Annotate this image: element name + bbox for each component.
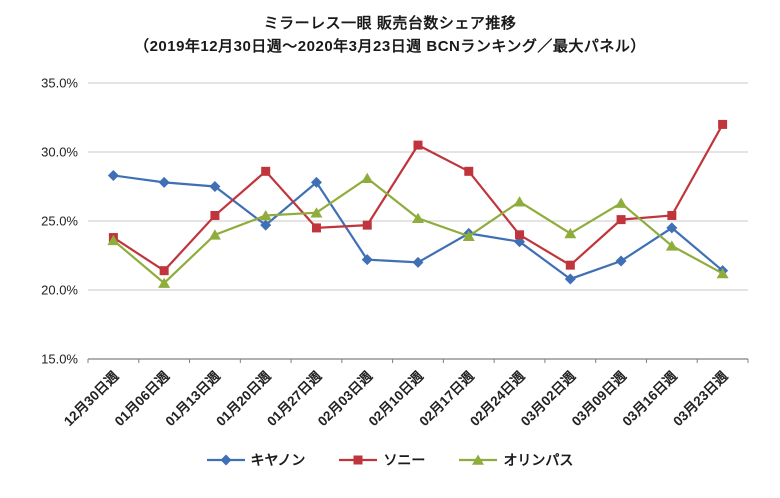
triangle-marker-icon — [208, 228, 221, 240]
square-marker-icon — [718, 119, 728, 129]
triangle-marker-icon — [665, 239, 678, 251]
line-chart: 15.0%20.0%25.0%30.0%35.0%12月30日週01月06日週0… — [41, 75, 749, 429]
diamond-marker-icon — [220, 454, 232, 465]
triangle-marker-icon — [716, 267, 729, 278]
legend-marker-icon — [339, 455, 378, 464]
diamond-marker-icon — [666, 221, 678, 233]
square-marker-icon — [210, 210, 220, 220]
triangle-marker-icon — [564, 227, 577, 238]
y-tick-label: 35.0% — [41, 75, 78, 90]
square-marker-icon — [464, 166, 474, 176]
chart-title-block: ミラーレス一眼 販売台数シェア推移 （2019年12月30日週～2020年3月2… — [0, 0, 780, 59]
diamond-marker-icon — [310, 176, 322, 188]
legend-label: ソニー — [383, 451, 426, 468]
chart-title: ミラーレス一眼 販売台数シェア推移 — [263, 15, 517, 32]
square-marker-icon — [353, 455, 363, 464]
legend-label: キヤノン — [250, 451, 306, 468]
square-marker-icon — [515, 229, 525, 239]
diamond-marker-icon — [260, 219, 272, 231]
triangle-marker-icon — [361, 172, 374, 183]
square-marker-icon — [616, 214, 626, 224]
diamond-marker-icon — [361, 253, 373, 265]
diamond-marker-icon — [209, 180, 221, 192]
diamond-marker-icon — [107, 169, 119, 181]
triangle-marker-icon — [462, 230, 475, 241]
square-marker-icon — [261, 166, 271, 176]
x-tick-label: 03月23日週 — [670, 368, 731, 429]
legend-marker-icon — [459, 454, 498, 465]
legend-item: ソニー — [339, 450, 425, 470]
diamond-marker-icon — [564, 272, 576, 284]
legend-item: オリンパス — [459, 450, 573, 470]
triangle-marker-icon — [513, 195, 526, 206]
square-marker-icon — [159, 265, 169, 275]
triangle-marker-icon — [158, 277, 171, 288]
triangle-marker-icon — [615, 197, 628, 208]
legend-marker-icon — [206, 454, 245, 465]
triangle-marker-icon — [107, 234, 120, 245]
square-marker-icon — [311, 222, 321, 232]
legend-item: キヤノン — [206, 450, 306, 470]
diamond-marker-icon — [412, 256, 424, 268]
square-marker-icon — [413, 140, 423, 150]
legend: キヤノン ソニー オリンパス — [0, 450, 780, 470]
square-marker-icon — [362, 220, 372, 230]
y-tick-label: 30.0% — [41, 144, 78, 159]
triangle-marker-icon — [412, 212, 424, 223]
triangle-marker-icon — [310, 206, 323, 218]
chart-subtitle: （2019年12月30日週～2020年3月23日週 BCNランキング／最大パネル… — [134, 38, 646, 56]
triangle-marker-icon — [472, 454, 485, 465]
diamond-marker-icon — [615, 255, 627, 267]
y-tick-label: 15.0% — [41, 351, 78, 366]
triangle-marker-icon — [259, 209, 272, 220]
square-marker-icon — [565, 260, 575, 270]
y-tick-label: 25.0% — [41, 213, 78, 228]
y-tick-label: 20.0% — [41, 282, 78, 297]
diamond-marker-icon — [158, 176, 170, 188]
square-marker-icon — [667, 210, 677, 220]
legend-label: オリンパス — [503, 451, 574, 468]
